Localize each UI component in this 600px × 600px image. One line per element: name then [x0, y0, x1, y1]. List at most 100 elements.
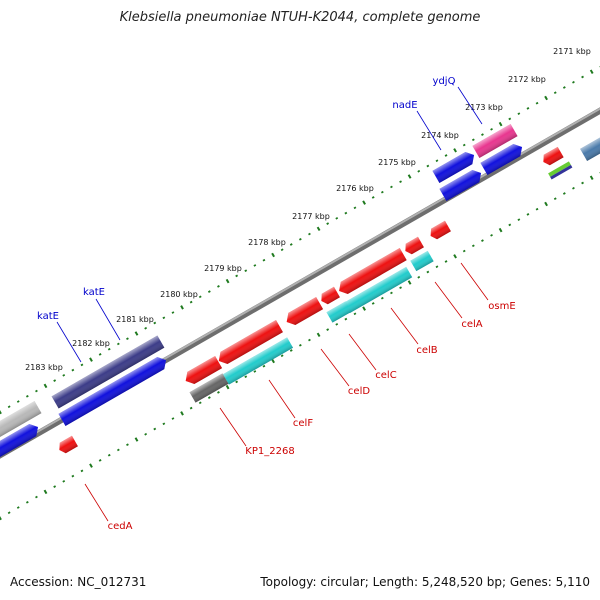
- gene-red-small[interactable]: [318, 286, 340, 306]
- ruler-tick: [144, 432, 148, 436]
- ruler-tick: [107, 453, 111, 457]
- ruler-tick: [462, 249, 466, 253]
- ruler-tick: [162, 422, 166, 426]
- ruler-tick: [126, 337, 129, 341]
- ruler-tick: [417, 275, 421, 279]
- ruler-tick: [399, 286, 402, 290]
- gene-osmE[interactable]: [428, 220, 451, 241]
- gene-forward-unlabelled[interactable]: [480, 141, 525, 176]
- ruler-tick: [435, 159, 439, 163]
- ruler-tick: [589, 69, 594, 74]
- ruler-tick: [298, 237, 302, 241]
- ruler-tick: [16, 400, 20, 403]
- kbp-ruler: [0, 65, 600, 521]
- ruler-tick: [7, 405, 11, 409]
- gene-katE-dark[interactable]: [51, 335, 165, 409]
- ruler-tick: [171, 417, 175, 420]
- gene-red-mid[interactable]: [336, 247, 407, 297]
- kbp-label: 2175 kbp: [378, 158, 416, 167]
- kbp-label: 2173 kbp: [465, 103, 503, 112]
- ruler-tick: [544, 201, 548, 207]
- kbp-label: 2179 kbp: [204, 264, 242, 273]
- forward-strand-genes: [0, 123, 600, 464]
- gene-celA[interactable]: [402, 236, 424, 256]
- ruler-tick: [153, 427, 157, 431]
- ruler-tick: [526, 213, 530, 216]
- ruler-tick: [71, 474, 75, 478]
- ruler-tick: [353, 312, 357, 316]
- label-leader-lines: [56, 86, 489, 522]
- ruler-tick: [98, 353, 102, 356]
- ruler-tick: [562, 86, 566, 89]
- ruler-tick: [53, 485, 57, 488]
- map-title: Klebsiella pneumoniae NTUH-K2044, comple…: [119, 10, 481, 25]
- ruler-tick: [453, 148, 457, 153]
- ruler-tick: [362, 200, 366, 205]
- ruler-tick: [498, 227, 503, 233]
- ruler-tick: [235, 380, 239, 384]
- gene-red-b[interactable]: [283, 296, 324, 328]
- gene-ydjQ[interactable]: [472, 123, 518, 159]
- gene-label-celA: celA: [461, 319, 482, 330]
- ruler-tick: [116, 448, 120, 452]
- ruler-tick: [35, 495, 38, 499]
- gene-label-celC: celC: [375, 370, 396, 381]
- ruler-tick: [308, 338, 311, 342]
- ruler-tick: [535, 207, 539, 211]
- ruler-tick: [380, 296, 384, 300]
- ruler-tick: [407, 280, 412, 285]
- ruler-tick: [426, 270, 430, 274]
- gene-forward-unlabelled[interactable]: [439, 167, 484, 202]
- ruler-tick: [89, 463, 93, 468]
- ruler-tick: [289, 243, 293, 246]
- ruler-tick: [471, 138, 475, 142]
- gene-grey-left[interactable]: [0, 400, 42, 444]
- ruler-tick: [225, 384, 230, 390]
- ruler-tick: [171, 311, 175, 314]
- ruler-tick: [399, 180, 402, 184]
- gene-celC[interactable]: [343, 266, 413, 314]
- ruler-tick: [407, 174, 412, 179]
- ruler-tick: [517, 218, 521, 221]
- kbp-label: 2178 kbp: [248, 238, 286, 247]
- ruler-tick: [390, 185, 393, 189]
- gene-cyan-long[interactable]: [222, 337, 294, 385]
- reverse-strand-genes: [56, 146, 564, 455]
- ruler-tick: [362, 306, 366, 311]
- gene-katE[interactable]: [58, 354, 169, 426]
- gene-celB[interactable]: [410, 250, 434, 272]
- ruler-tick: [43, 383, 48, 389]
- gene-cedA[interactable]: [56, 435, 78, 455]
- gene-blue-left[interactable]: [0, 421, 41, 464]
- ruler-tick: [126, 443, 129, 447]
- gene-labels: ydjQ nadE katE katE osmE celA celB celC …: [37, 76, 516, 532]
- gene-celD[interactable]: [326, 301, 352, 323]
- gene-red-right[interactable]: [540, 146, 564, 167]
- ruler-tick: [107, 347, 111, 351]
- ruler-tick: [316, 226, 321, 232]
- ruler-tick: [481, 239, 484, 242]
- gene-nadE[interactable]: [432, 149, 477, 184]
- ruler-tick: [326, 328, 330, 331]
- ruler-tick: [462, 143, 466, 147]
- ruler-tick: [116, 342, 120, 346]
- ruler-tick: [562, 192, 566, 195]
- ruler-tick: [89, 357, 93, 362]
- ruler-tick: [280, 354, 284, 358]
- gene-green-small[interactable]: [548, 161, 573, 180]
- ruler-tick: [198, 295, 202, 299]
- gene-red-c[interactable]: [182, 355, 223, 387]
- gene-label-celD: celD: [348, 386, 370, 397]
- gene-celF[interactable]: [215, 319, 283, 367]
- gene-KP1_2268[interactable]: [189, 373, 229, 403]
- ruler-tick: [353, 206, 357, 210]
- gene-steel-right[interactable]: [580, 136, 600, 162]
- gene-label-nadE: nadE: [392, 100, 417, 111]
- genome-summary: Topology: circular; Length: 5,248,520 bp…: [260, 575, 590, 589]
- ruler-tick: [481, 133, 484, 136]
- ruler-tick: [198, 401, 202, 405]
- ruler-tick: [553, 197, 557, 201]
- ruler-tick: [498, 121, 503, 127]
- ruler-tick: [80, 469, 84, 473]
